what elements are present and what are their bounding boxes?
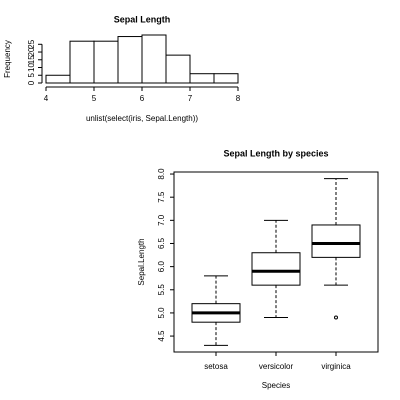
box [311,224,361,258]
bar [141,34,167,84]
bar [165,54,191,84]
y-tick-label: 10 [27,63,36,72]
chart-title: Sepal Length [114,14,171,24]
y-tick-label: 0 [27,80,36,85]
bar [189,73,215,84]
y-tick-label: 5.0 [157,307,166,319]
y-tick-label: 25 [27,39,36,48]
y-tick-label: 4.5 [157,330,166,342]
chart-title: Sepal Length by species [223,148,328,158]
bar [93,40,119,84]
x-tick-label: 7 [188,94,193,103]
bar [117,36,143,84]
y-tick-label: 15 [27,55,36,64]
bar [69,40,95,84]
x-tick-label: 8 [236,94,241,103]
y-axis-label: Frequency [3,40,12,78]
bar [45,74,71,84]
y-tick-label: 8.0 [157,168,166,180]
x-tick-label: 6 [140,94,145,103]
y-tick-label: 7.5 [157,191,166,203]
x-tick-label: 4 [44,94,49,103]
x-tick-label: virginica [321,362,351,371]
y-tick-label: 5 [27,72,36,77]
outlier [334,315,338,320]
y-tick-label: 5.5 [157,284,166,296]
y-tick-label: 6.5 [157,237,166,249]
x-tick-label: versicolor [259,362,294,371]
y-tick-label: 6.0 [157,261,166,273]
x-axis-label: Species [262,381,290,390]
bar [213,73,239,84]
y-tick-label: 20 [27,47,36,56]
box [251,252,301,286]
x-tick-label: 5 [92,94,97,103]
y-axis-label: Sepal.Length [137,238,146,285]
x-axis-label: unlist(select(iris, Sepal.Length)) [86,114,198,123]
y-tick-label: 7.0 [157,214,166,226]
x-tick-label: setosa [204,362,228,371]
